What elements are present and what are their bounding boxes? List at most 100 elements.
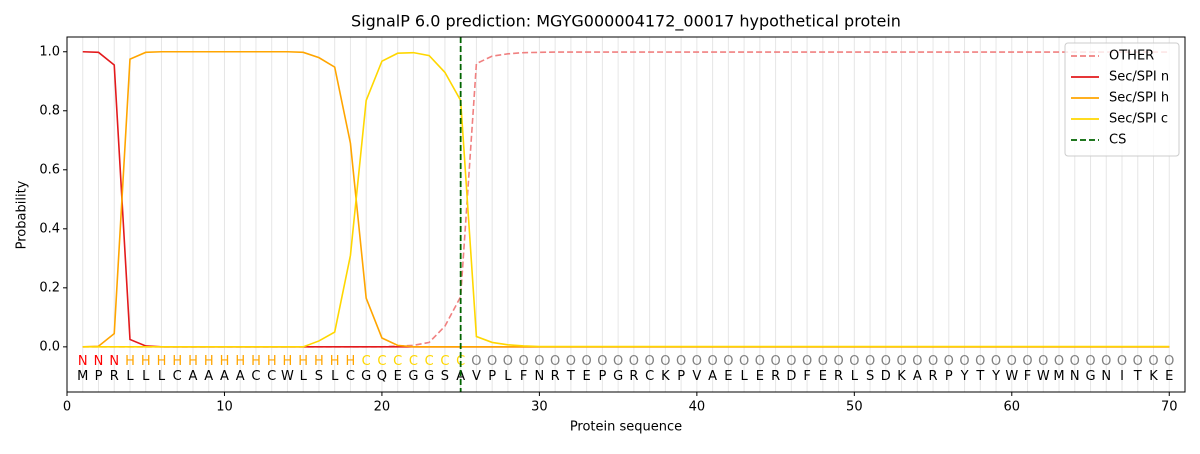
region-label: H xyxy=(157,354,167,369)
region-label: O xyxy=(833,354,843,369)
x-tick-label: 0 xyxy=(63,400,71,415)
y-axis-label: Probability xyxy=(15,180,30,249)
region-label: O xyxy=(755,354,765,369)
region-label: O xyxy=(707,354,717,369)
residue: R xyxy=(929,369,938,384)
region-label: O xyxy=(786,354,796,369)
residue: V xyxy=(692,369,701,384)
residue: T xyxy=(566,369,575,384)
residue: G xyxy=(361,369,371,384)
series-line xyxy=(82,50,1170,348)
residue: L xyxy=(300,369,308,384)
residue: L xyxy=(142,369,150,384)
region-label: O xyxy=(471,354,481,369)
residue: L xyxy=(331,369,339,384)
residue: A xyxy=(913,369,922,384)
region-label: C xyxy=(393,354,402,369)
residue: C xyxy=(346,369,355,384)
x-tick-label: 30 xyxy=(531,400,548,415)
x-tick-label: 10 xyxy=(216,400,233,415)
residue: E xyxy=(756,369,764,384)
region-label: N xyxy=(78,354,88,369)
x-axis-label: Protein sequence xyxy=(570,420,682,435)
region-label: O xyxy=(991,354,1001,369)
region-label: O xyxy=(959,354,969,369)
residue: S xyxy=(441,369,449,384)
region-label: H xyxy=(204,354,214,369)
region-label: O xyxy=(865,354,875,369)
residue: V xyxy=(472,369,481,384)
residue: N xyxy=(1070,369,1080,384)
residue: W xyxy=(1037,369,1050,384)
residue: F xyxy=(803,369,810,384)
region-label: C xyxy=(440,354,449,369)
region-label: O xyxy=(1101,354,1111,369)
region-label: H xyxy=(298,354,308,369)
region-label: O xyxy=(1148,354,1158,369)
region-label: H xyxy=(283,354,293,369)
region-label: O xyxy=(818,354,828,369)
residue: R xyxy=(834,369,843,384)
residue: R xyxy=(551,369,560,384)
region-label: O xyxy=(896,354,906,369)
region-label: O xyxy=(928,354,938,369)
region-label: O xyxy=(487,354,497,369)
residue: A xyxy=(236,369,245,384)
y-tick-label: 0.0 xyxy=(39,339,60,354)
region-label: C xyxy=(425,354,434,369)
series-line xyxy=(82,51,1170,348)
x-tick-label: 60 xyxy=(1004,400,1021,415)
region-label: O xyxy=(534,354,544,369)
region-label: C xyxy=(409,354,418,369)
residue: D xyxy=(786,369,796,384)
y-tick-label: 0.4 xyxy=(39,221,60,236)
residue: C xyxy=(645,369,654,384)
residue: G xyxy=(424,369,434,384)
residue: S xyxy=(866,369,874,384)
axes-frame xyxy=(66,36,1186,393)
series-line xyxy=(82,50,1170,348)
residue: K xyxy=(897,369,906,384)
region-label: C xyxy=(377,354,386,369)
residue: E xyxy=(819,369,827,384)
region-label: N xyxy=(94,354,104,369)
legend-label: Sec/SPI h xyxy=(1109,91,1169,106)
region-label: H xyxy=(188,354,198,369)
region-label: H xyxy=(172,354,182,369)
region-label: O xyxy=(723,354,733,369)
residue: E xyxy=(1165,369,1173,384)
residue: L xyxy=(158,369,166,384)
residue: R xyxy=(771,369,780,384)
region-label: O xyxy=(1164,354,1174,369)
region-label: H xyxy=(125,354,135,369)
residue: N xyxy=(535,369,545,384)
residue: P xyxy=(677,369,685,384)
residue: E xyxy=(724,369,732,384)
residue: E xyxy=(394,369,402,384)
x-tick-label: 50 xyxy=(846,400,863,415)
x-tick-label: 40 xyxy=(689,400,706,415)
residue: G xyxy=(1085,369,1095,384)
residue: C xyxy=(251,369,260,384)
region-label: H xyxy=(220,354,230,369)
legend-label: CS xyxy=(1109,133,1126,148)
residue: G xyxy=(613,369,623,384)
residue: L xyxy=(851,369,859,384)
region-label: O xyxy=(503,354,513,369)
residue: Q xyxy=(377,369,387,384)
region-label: H xyxy=(346,354,356,369)
region-label: O xyxy=(975,354,985,369)
residue: S xyxy=(315,369,323,384)
region-label: O xyxy=(613,354,623,369)
region-label: H xyxy=(330,354,340,369)
region-label: C xyxy=(362,354,371,369)
residue: E xyxy=(583,369,591,384)
region-label: O xyxy=(660,354,670,369)
region-label: O xyxy=(676,354,686,369)
region-label: O xyxy=(849,354,859,369)
y-tick-label: 0.2 xyxy=(39,280,60,295)
residue: L xyxy=(126,369,134,384)
residue: A xyxy=(456,369,465,384)
region-label: O xyxy=(1007,354,1017,369)
